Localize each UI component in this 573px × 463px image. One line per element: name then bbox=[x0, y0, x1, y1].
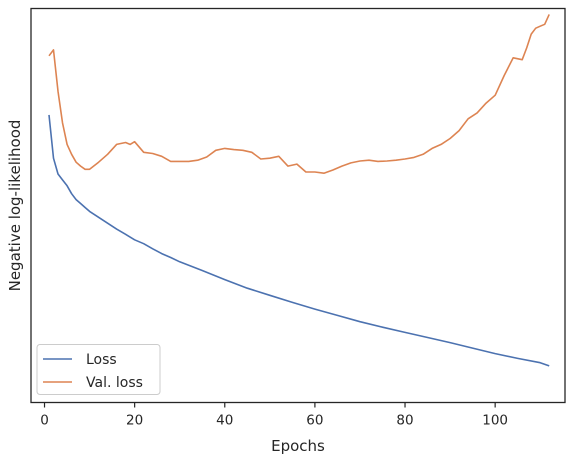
x-tick-label: 20 bbox=[126, 413, 143, 429]
plot-lines bbox=[48, 14, 550, 367]
series-line-loss bbox=[48, 114, 550, 367]
x-axis-ticks: 0 20 40 60 80 100 bbox=[40, 402, 508, 429]
x-axis-label: Epochs bbox=[271, 437, 325, 455]
x-tick-label: 80 bbox=[396, 413, 413, 429]
x-tick-label: 100 bbox=[482, 413, 508, 429]
plot-frame bbox=[30, 7, 566, 404]
legend: Loss Val. loss bbox=[36, 344, 161, 395]
legend-label-loss: Loss bbox=[86, 352, 117, 368]
x-tick-label: 60 bbox=[306, 413, 323, 429]
legend-label-val-loss: Val. loss bbox=[86, 375, 143, 391]
x-tick-label: 40 bbox=[216, 413, 233, 429]
series-line-val-loss bbox=[48, 14, 550, 174]
x-tick-label: 0 bbox=[40, 413, 49, 429]
y-axis-label: Negative log-likelihood bbox=[6, 120, 24, 292]
